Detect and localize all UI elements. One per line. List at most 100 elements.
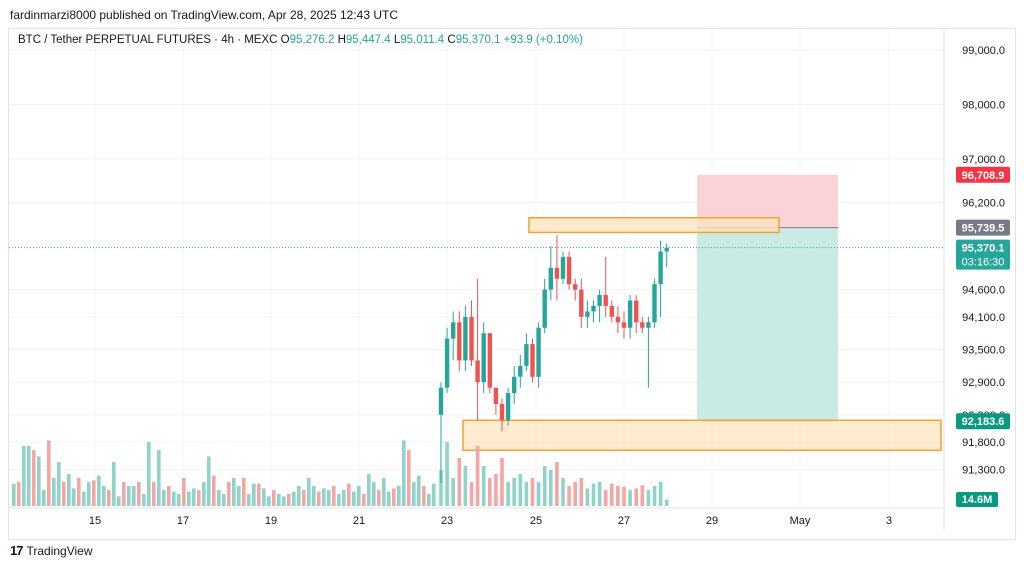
candle-body xyxy=(542,289,547,328)
candle-body xyxy=(609,305,614,317)
price-tick-label: 92,900.0 xyxy=(962,377,1005,389)
volume-bar xyxy=(392,488,396,506)
volume-bar xyxy=(524,482,529,506)
volume-bar xyxy=(312,486,316,506)
volume-bar xyxy=(127,486,131,506)
candle-body xyxy=(554,267,560,279)
low-label: L xyxy=(393,34,401,46)
volume-bar xyxy=(417,475,421,506)
entry-price-badge: 95,739.5 xyxy=(962,223,1005,235)
volume-bar xyxy=(17,482,21,506)
time-tick-label: 27 xyxy=(618,515,630,527)
volume-bar xyxy=(640,485,645,506)
candle-body xyxy=(579,289,584,317)
volume-bar xyxy=(172,491,176,506)
volume-bar xyxy=(42,490,46,506)
volume-bar xyxy=(162,490,166,506)
volume-bar xyxy=(500,458,504,506)
footer-brand: TradingView xyxy=(26,543,93,558)
candle-body xyxy=(530,344,535,377)
volume-bar xyxy=(92,480,96,506)
open-label: O xyxy=(280,34,290,46)
candle-body xyxy=(652,284,657,323)
candle-body xyxy=(646,322,651,328)
volume-bar xyxy=(475,446,480,506)
volume-bar xyxy=(132,486,136,506)
volume-bar xyxy=(217,490,221,506)
volume-bar xyxy=(372,482,376,506)
volume-bar xyxy=(628,490,632,506)
volume-bar xyxy=(47,440,51,506)
candle-body xyxy=(548,267,553,290)
volume-bar xyxy=(27,446,31,506)
volume-bar xyxy=(646,490,651,506)
high-value: 95,447.4 xyxy=(345,34,391,46)
stop-price-badge: 96,708.9 xyxy=(962,170,1005,182)
volume-bar xyxy=(427,494,431,506)
volume-bar xyxy=(573,482,577,506)
volume-bar xyxy=(212,475,216,506)
volume-bar xyxy=(137,482,141,506)
price-tick-label: 94,600.0 xyxy=(962,285,1005,297)
time-tick-label: May xyxy=(790,515,811,527)
price-chart[interactable]: 99,000.0 98,000.0 97,000.0 96,200.0 94,600.0… xyxy=(0,0,1024,540)
price-tick-label: 91,800.0 xyxy=(962,437,1005,449)
time-tick-label: 17 xyxy=(177,515,189,527)
time-tick-label: 25 xyxy=(530,515,542,527)
volume-bar xyxy=(549,470,553,506)
demand-zone xyxy=(462,419,942,452)
volume-bar xyxy=(506,482,510,506)
time-tick-label: 19 xyxy=(265,515,277,527)
open-value: 95,276.2 xyxy=(289,34,335,46)
volume-bar xyxy=(439,470,443,506)
volume-bar xyxy=(32,450,36,506)
volume-bar xyxy=(272,490,276,506)
price-tick-label: 93,500.0 xyxy=(962,345,1005,357)
volume-bar xyxy=(658,482,663,506)
volume-bar xyxy=(457,458,462,506)
volume-bar xyxy=(357,486,361,506)
volume-bar xyxy=(579,478,584,506)
stop-price-badge-bg xyxy=(956,166,1010,183)
volume-bar xyxy=(267,496,271,506)
volume-bar xyxy=(237,486,241,506)
volume-bar xyxy=(262,488,266,506)
volume-bar xyxy=(187,491,191,506)
volume-bar xyxy=(597,482,602,506)
volume-bar xyxy=(622,486,626,506)
volume-bar xyxy=(247,494,251,506)
chart-panel[interactable] xyxy=(8,28,1016,540)
volume-bar xyxy=(227,482,231,506)
target-price-badge-bg xyxy=(956,413,1010,430)
volume-bar xyxy=(112,462,116,506)
volume-bar xyxy=(407,450,411,506)
last-price-badge-bg xyxy=(956,239,1010,270)
candle-body xyxy=(463,316,468,361)
symbol-title: BTC / Tether PERPETUAL FUTURES · 4h · ME… xyxy=(18,34,278,46)
volume-bar xyxy=(292,491,296,506)
volume-bar xyxy=(387,491,391,506)
target-price-badge: 92,183.6 xyxy=(962,416,1005,428)
volume-bar xyxy=(197,490,201,506)
publisher-line: fardinmarzi8000 published on TradingView… xyxy=(10,8,399,22)
volume-bar xyxy=(252,483,256,506)
candle-body xyxy=(512,376,517,394)
candle-body xyxy=(487,333,492,388)
volume-bar xyxy=(664,499,669,506)
candle-body xyxy=(566,256,572,285)
time-tick-label: 21 xyxy=(353,515,365,527)
volume-bar xyxy=(192,488,196,506)
candle-body xyxy=(469,316,474,361)
volume-bar xyxy=(107,490,111,506)
volume-bar xyxy=(317,491,321,506)
volume-bar xyxy=(202,482,206,506)
candle-body xyxy=(664,247,669,252)
candle-body xyxy=(627,300,633,328)
price-tick-label: 99,000.0 xyxy=(962,45,1005,57)
candle-body xyxy=(640,322,645,328)
time-tick-label: 3 xyxy=(886,515,892,527)
footer: 17 TradingView xyxy=(10,543,93,558)
volume-bar xyxy=(542,466,547,506)
volume-bar xyxy=(122,482,126,506)
time-tick-label: 23 xyxy=(441,515,453,527)
